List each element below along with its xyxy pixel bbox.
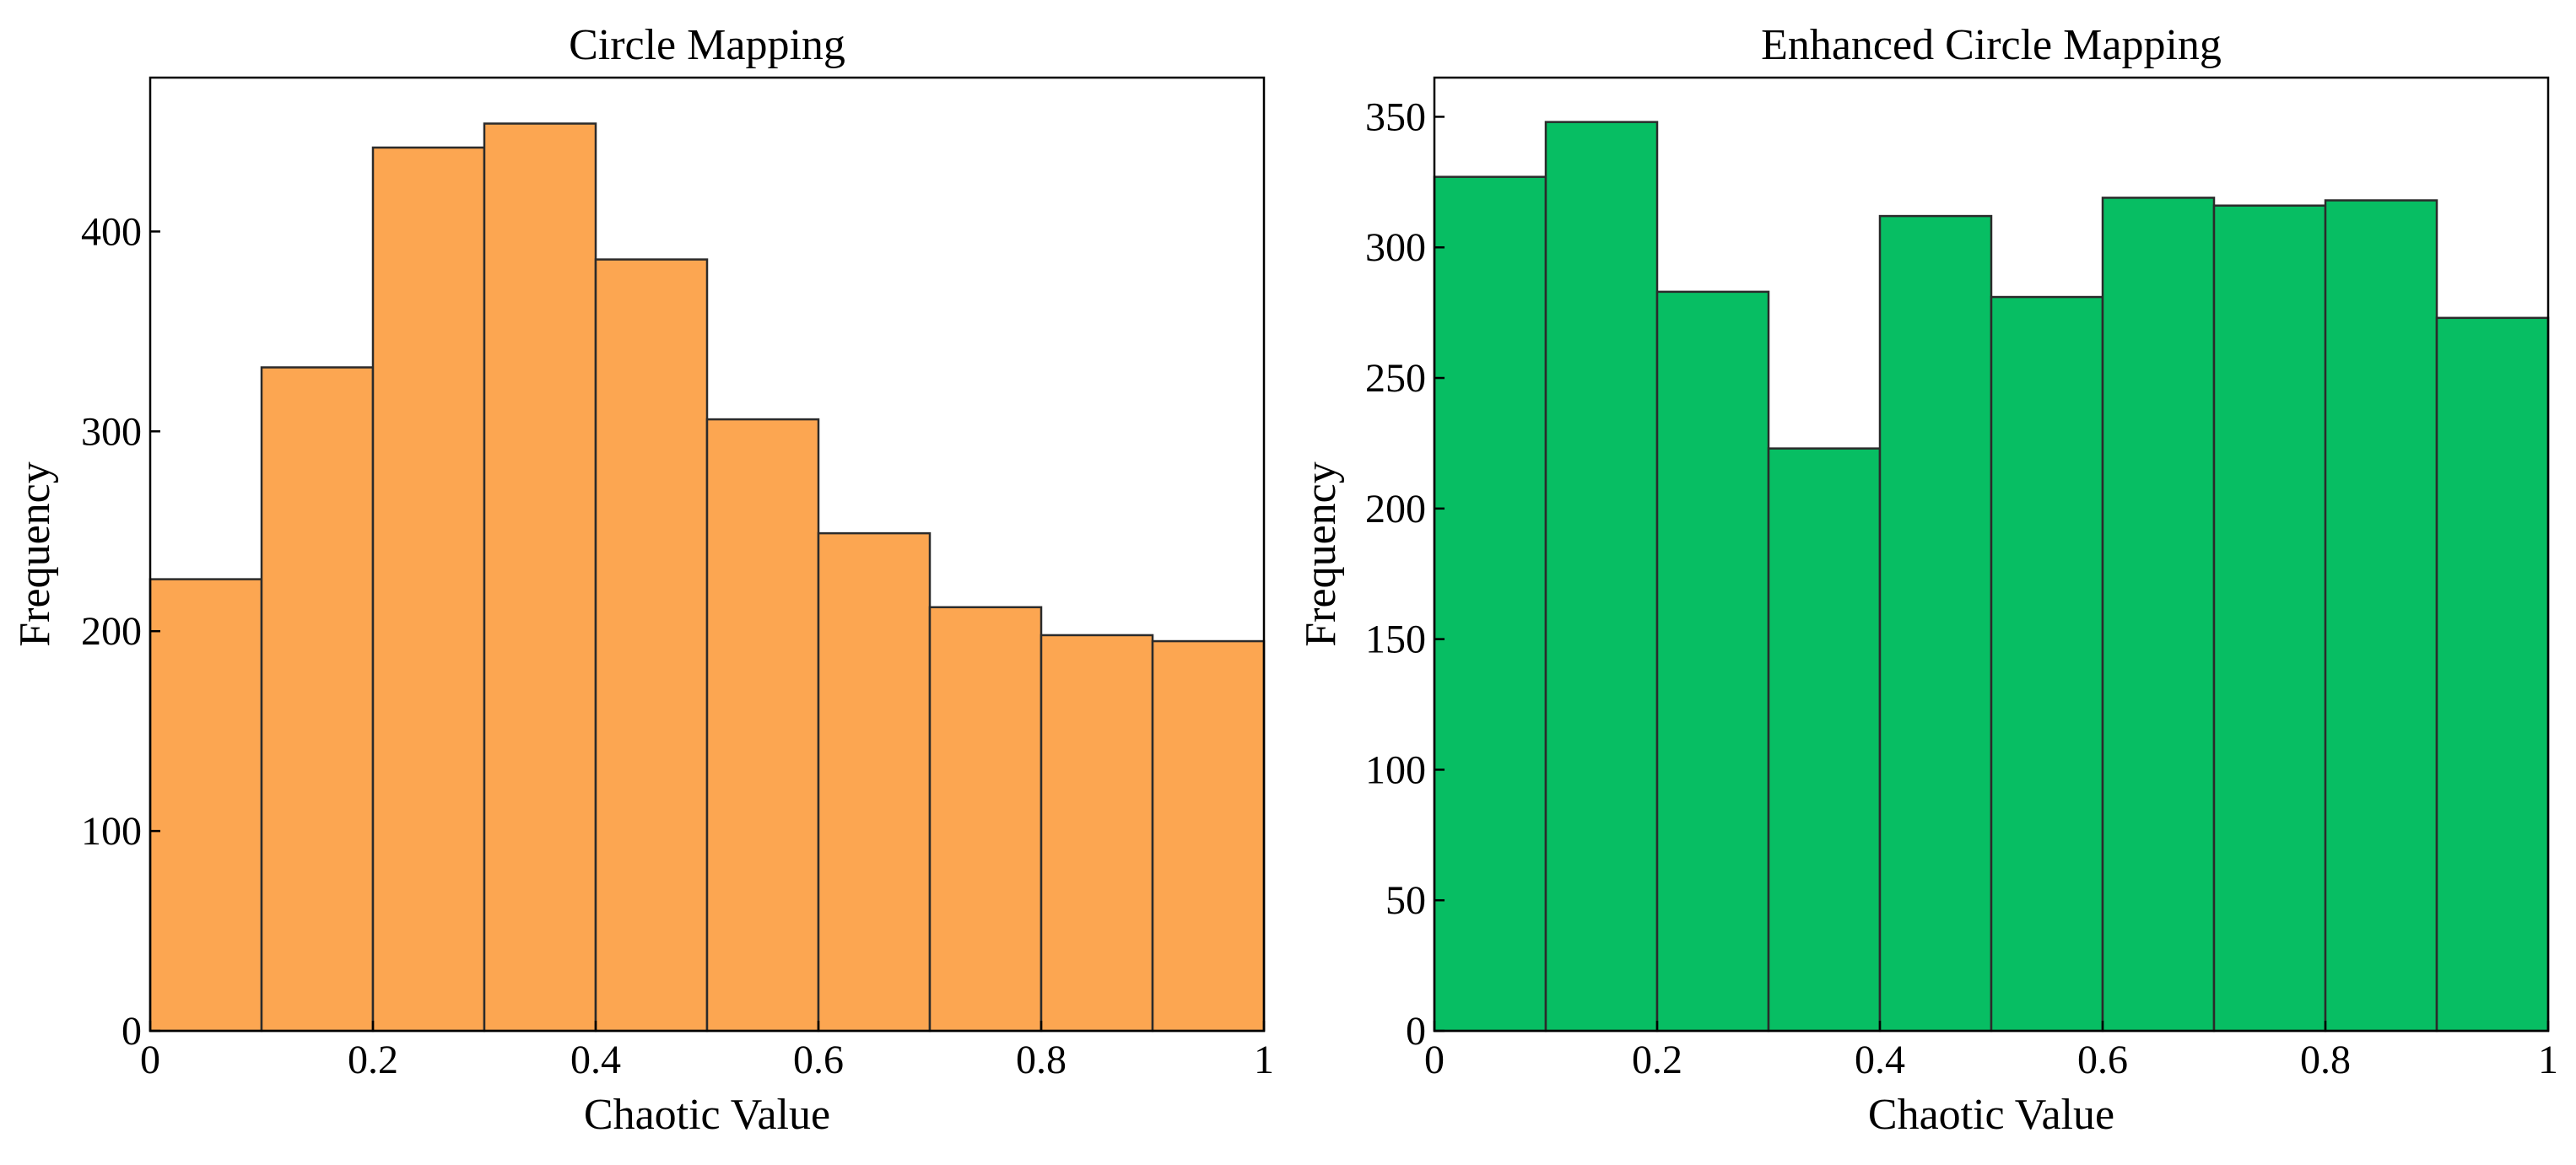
- histogram-bar: [149, 578, 263, 1033]
- y-tick-label: 0: [1406, 1009, 1426, 1054]
- chart-title: Circle Mapping: [569, 21, 845, 69]
- y-tick-label: 200: [1365, 487, 1426, 531]
- x-tick-label: 0.4: [1855, 1038, 1905, 1082]
- x-tick-label: 0.6: [793, 1038, 844, 1082]
- histogram-bar: [260, 366, 375, 1033]
- y-tick-label: 100: [81, 809, 142, 854]
- x-tick-label: 0.8: [2300, 1038, 2351, 1082]
- x-tick-label: 0: [1424, 1038, 1445, 1082]
- y-tick-label: 50: [1385, 878, 1426, 923]
- histogram-bar: [2435, 316, 2550, 1033]
- y-ticks-group: 0 100 200 300 400: [81, 209, 160, 1054]
- histogram-bar: [1151, 639, 1266, 1033]
- y-tick-label: 300: [1365, 225, 1426, 270]
- histogram-bar: [2101, 197, 2216, 1033]
- histogram-bar: [2212, 204, 2327, 1033]
- x-axis-label: Chaotic Value: [584, 1091, 830, 1139]
- histogram-bar: [928, 606, 1043, 1033]
- histogram-bar: [1767, 447, 1882, 1033]
- histogram-bar: [705, 418, 820, 1033]
- y-tick-label: 0: [122, 1009, 142, 1054]
- circle-mapping-histogram: Circle Mapping Chaotic Value Frequency 0…: [11, 21, 1274, 1139]
- y-axis-label: Frequency: [11, 461, 59, 646]
- y-tick-label: 400: [81, 209, 142, 254]
- histogram-bar: [817, 531, 932, 1033]
- x-ticks-group: 0 0.2 0.4 0.6 0.8 1: [1424, 1021, 2558, 1082]
- histogram-bar: [2324, 199, 2438, 1033]
- x-tick-label: 0.4: [570, 1038, 621, 1082]
- bars-group: [1433, 121, 2550, 1033]
- y-tick-label: 150: [1365, 618, 1426, 662]
- y-axis-label: Frequency: [1297, 461, 1345, 646]
- x-tick-label: 0.8: [1016, 1038, 1067, 1082]
- histogram-bar: [483, 122, 597, 1033]
- histogram-bar: [1433, 175, 1547, 1033]
- x-tick-label: 0.2: [1632, 1038, 1682, 1082]
- histogram-bar: [1040, 634, 1154, 1033]
- x-tick-label: 1: [1254, 1038, 1274, 1082]
- y-tick-label: 200: [81, 609, 142, 654]
- y-tick-label: 300: [81, 409, 142, 454]
- histogram-bar: [1878, 214, 1993, 1033]
- bars-group: [149, 122, 1266, 1033]
- plot-frame: [149, 76, 1266, 1033]
- histogram-bar: [371, 146, 486, 1033]
- histogram-bar: [1990, 295, 2104, 1033]
- enhanced-circle-mapping-histogram: Enhanced Circle Mapping Chaotic Value Fr…: [1297, 21, 2558, 1139]
- x-tick-label: 0.6: [2077, 1038, 2128, 1082]
- histogram-bar: [594, 258, 709, 1033]
- x-tick-label: 1: [2538, 1038, 2558, 1082]
- y-tick-label: 100: [1365, 747, 1426, 792]
- x-tick-label: 0: [140, 1038, 160, 1082]
- histogram-bar: [1655, 290, 1770, 1033]
- y-ticks-group: 0 50 100 150 200 250 300 350: [1365, 94, 1445, 1054]
- chart-title: Enhanced Circle Mapping: [1761, 21, 2222, 69]
- y-tick-label: 350: [1365, 94, 1426, 139]
- histogram-bar: [1544, 121, 1659, 1033]
- x-ticks-group: 0 0.2 0.4 0.6 0.8 1: [140, 1021, 1274, 1082]
- x-axis-label: Chaotic Value: [1868, 1091, 2114, 1139]
- plot-frame: [1433, 76, 2550, 1033]
- y-tick-label: 250: [1365, 356, 1426, 401]
- x-tick-label: 0.2: [348, 1038, 398, 1082]
